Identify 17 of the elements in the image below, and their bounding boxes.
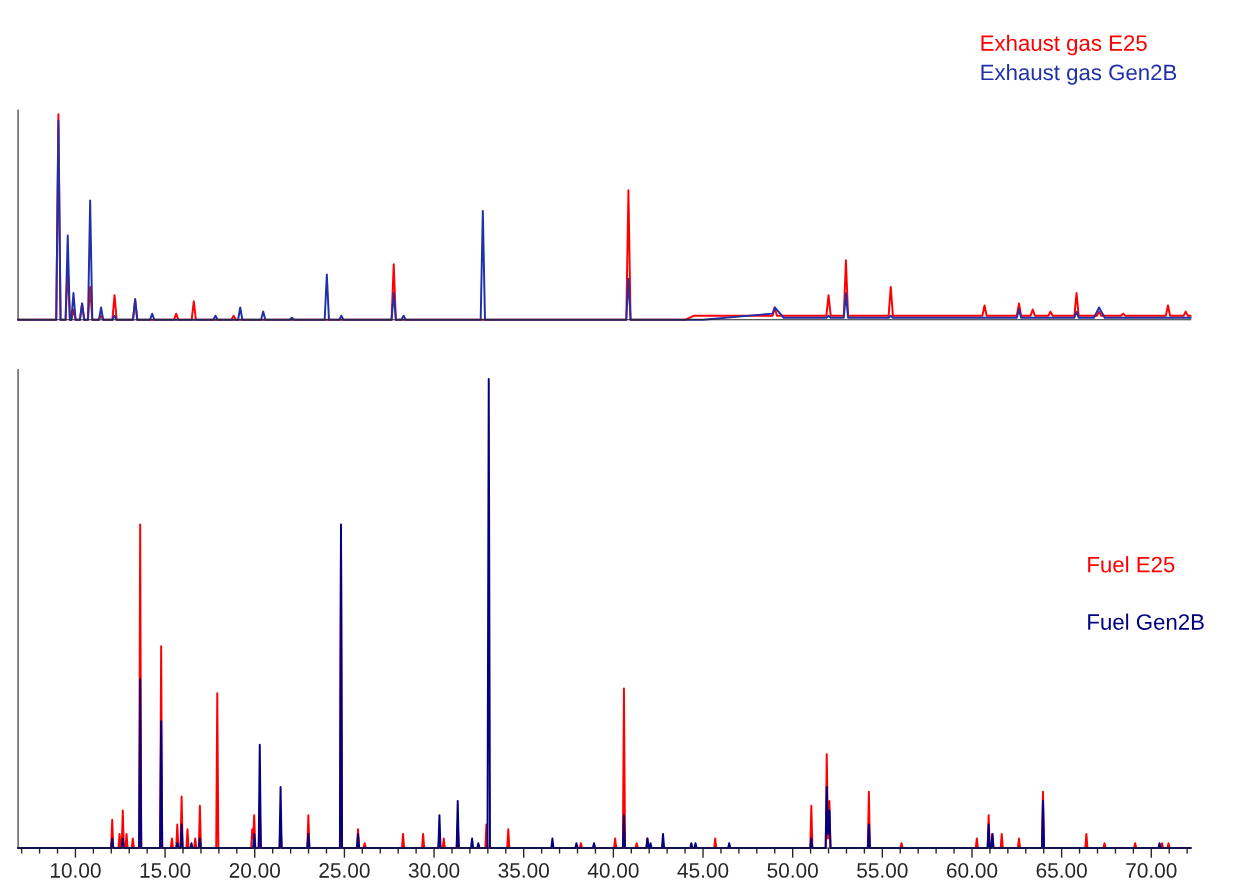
x-tick-label: 70.00 — [1126, 863, 1177, 878]
x-tick-label: 50.00 — [767, 863, 818, 878]
x-tick-label: 25.00 — [319, 863, 370, 878]
x-tick-label: 55.00 — [857, 863, 908, 878]
text: Exhaust gas Gen2B — [981, 64, 1177, 85]
x-tick-label: 10.00 — [50, 863, 101, 878]
text: Exhaust gas E25 — [981, 34, 1147, 56]
text: Fuel Gen2B — [1088, 613, 1204, 630]
x-tick-label: 30.00 — [408, 863, 460, 878]
x-tick-label: 15.00 — [140, 863, 191, 878]
x-tick-label: 60.00 — [946, 863, 998, 878]
x-tick-label: 45.00 — [677, 863, 729, 878]
x-tick-label: 40.00 — [587, 863, 639, 878]
x-tick-label: 65.00 — [1036, 863, 1087, 878]
x-tick-label: 20.00 — [229, 863, 280, 878]
x-tick-label: 35.00 — [498, 863, 549, 878]
text: Fuel E25 — [1088, 556, 1175, 573]
